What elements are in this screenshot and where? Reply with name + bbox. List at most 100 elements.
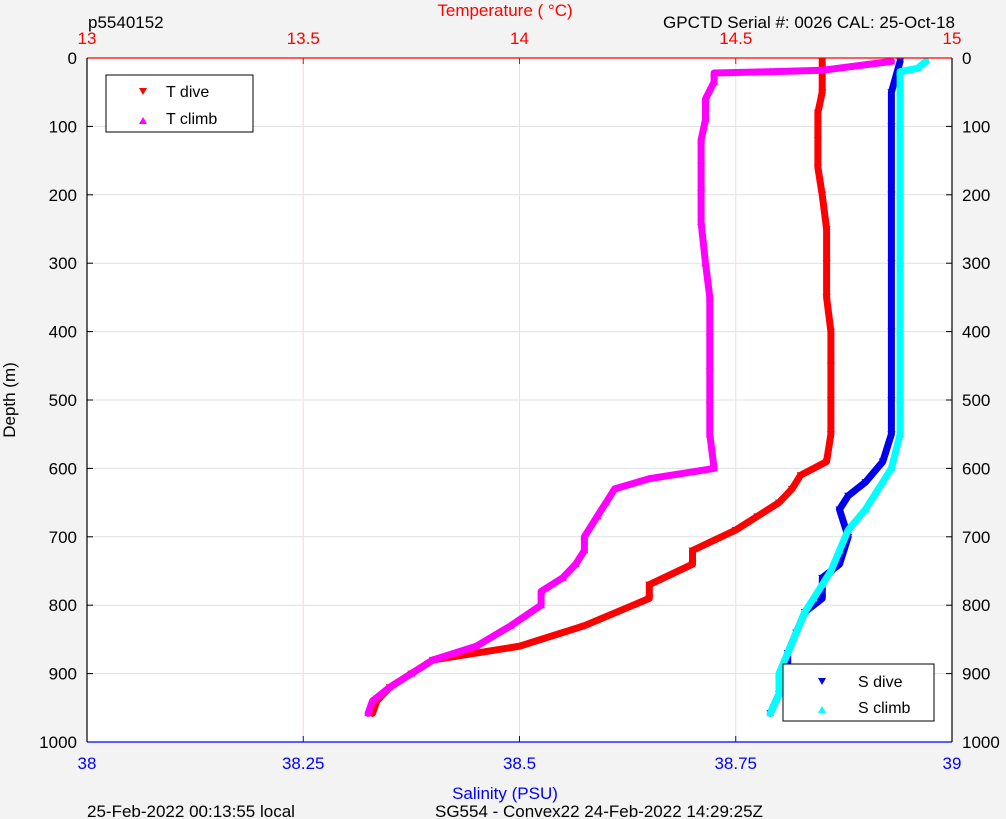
data-point-t-dive — [731, 526, 740, 534]
y-tick-label-right: 900 — [962, 665, 990, 684]
data-point-t-climb — [571, 560, 580, 568]
data-point-s-climb — [835, 546, 844, 554]
data-point-s-climb — [861, 505, 870, 513]
bottom-tick-label: 38.75 — [714, 754, 757, 773]
data-point-t-dive — [826, 362, 835, 370]
data-point-t-dive — [775, 499, 783, 507]
y-tick-label-left: 600 — [49, 459, 77, 478]
data-point-t-climb — [610, 484, 619, 492]
data-point-s-climb — [783, 649, 792, 657]
data-point-s-climb — [826, 567, 835, 574]
data-point-t-climb — [537, 601, 546, 609]
y-tick-label-right: 500 — [962, 391, 990, 410]
bottom-tick-label: 38.25 — [282, 754, 325, 773]
data-point-t-climb — [710, 69, 719, 77]
series-layer — [364, 57, 931, 718]
data-point-s-dive — [844, 492, 853, 500]
data-point-t-climb — [429, 655, 437, 663]
data-point-s-climb — [922, 57, 931, 65]
data-point-t-climb — [558, 573, 567, 581]
legend-s-dive-label: S dive — [858, 674, 903, 691]
data-point-s-climb — [844, 525, 853, 533]
data-point-t-dive — [580, 622, 589, 630]
data-point-s-climb — [896, 396, 905, 403]
y-axis-label: Depth (m) — [0, 362, 19, 438]
data-point-s-climb — [800, 608, 809, 616]
y-tick-label-right: 200 — [962, 186, 990, 205]
legend-s-climb-label: S climb — [858, 700, 911, 717]
legend-temperature: T dive T climb — [105, 74, 254, 133]
data-point-t-climb — [710, 464, 719, 472]
data-point-t-climb — [368, 696, 377, 704]
data-point-t-dive — [822, 458, 831, 466]
data-point-s-climb — [870, 491, 879, 499]
data-point-t-climb — [407, 669, 416, 677]
data-point-t-dive — [753, 513, 762, 521]
data-point-t-climb — [364, 709, 373, 717]
data-point-t-dive — [822, 260, 831, 268]
data-point-t-dive — [645, 581, 654, 589]
bottom-tick-label: 39 — [943, 754, 962, 773]
data-point-s-climb — [818, 580, 827, 588]
y-tick-label-left: 0 — [68, 49, 77, 68]
legend-marker-t-dive — [139, 88, 147, 95]
data-point-t-dive — [813, 164, 822, 172]
data-point-t-dive — [813, 109, 822, 117]
bottom-tick-label: 38.5 — [503, 754, 536, 773]
data-point-t-dive — [796, 472, 805, 480]
top-tick-label: 15 — [943, 29, 962, 48]
data-point-s-climb — [887, 464, 896, 472]
data-point-t-climb — [697, 136, 706, 144]
y-tick-label-left: 200 — [49, 186, 77, 205]
y-tick-label-right: 0 — [962, 49, 971, 68]
data-point-t-climb — [701, 95, 710, 103]
data-point-s-climb — [792, 628, 801, 636]
data-point-t-climb — [887, 57, 896, 65]
top-tick-label: 13 — [78, 29, 97, 48]
data-point-s-dive — [861, 479, 870, 487]
y-tick-label-right: 1000 — [962, 733, 1000, 752]
top-tick-label: 14 — [510, 29, 529, 48]
data-point-t-dive — [645, 595, 654, 603]
data-point-t-dive — [813, 137, 822, 145]
data-point-t-climb — [701, 115, 710, 123]
data-point-t-climb — [697, 218, 706, 226]
data-point-s-dive — [835, 506, 844, 514]
top-axis-label: Temperature ( °C) — [437, 1, 572, 20]
series-t-climb — [364, 57, 896, 717]
local-time-label: 25-Feb-2022 00:13:55 local — [87, 802, 295, 819]
data-point-s-climb — [896, 67, 905, 75]
y-tick-label-left: 800 — [49, 596, 77, 615]
data-point-s-climb — [775, 690, 783, 698]
data-point-t-climb — [580, 546, 589, 554]
data-point-t-climb — [385, 683, 394, 691]
data-point-t-climb — [710, 77, 719, 85]
legend-t-climb-label: T climb — [166, 111, 217, 128]
data-point-s-dive — [887, 191, 896, 199]
data-point-s-dive — [887, 89, 896, 97]
y-tick-label-right: 400 — [962, 323, 990, 342]
legend-salinity: S dive S climb — [782, 663, 935, 722]
data-point-t-climb — [705, 293, 714, 301]
data-point-t-dive — [688, 547, 697, 555]
data-point-s-dive — [887, 397, 896, 404]
y-tick-label-left: 300 — [49, 254, 77, 273]
serial-cal-label: GPCTD Serial #: 0026 CAL: 25-Oct-18 — [663, 13, 955, 32]
legend-marker-t-climb — [139, 117, 147, 124]
data-point-t-climb — [705, 430, 714, 438]
mission-label: SG554 - Convex22 24-Feb-2022 14:29:25Z — [435, 802, 763, 819]
data-point-s-climb — [775, 669, 783, 677]
profile-id-label: p5540152 — [88, 13, 164, 32]
data-point-t-climb — [580, 532, 589, 540]
data-point-s-climb — [896, 122, 905, 130]
data-point-s-dive — [887, 260, 896, 268]
data-point-s-climb — [896, 327, 905, 335]
data-point-s-dive — [878, 458, 887, 466]
y-tick-label-left: 1000 — [39, 733, 77, 752]
data-point-t-dive — [822, 294, 831, 302]
data-point-t-climb — [766, 67, 775, 75]
top-tick-label: 14.5 — [719, 29, 752, 48]
y-tick-label-left: 900 — [49, 665, 77, 684]
data-point-t-climb — [818, 66, 827, 74]
y-tick-label-right: 800 — [962, 596, 990, 615]
